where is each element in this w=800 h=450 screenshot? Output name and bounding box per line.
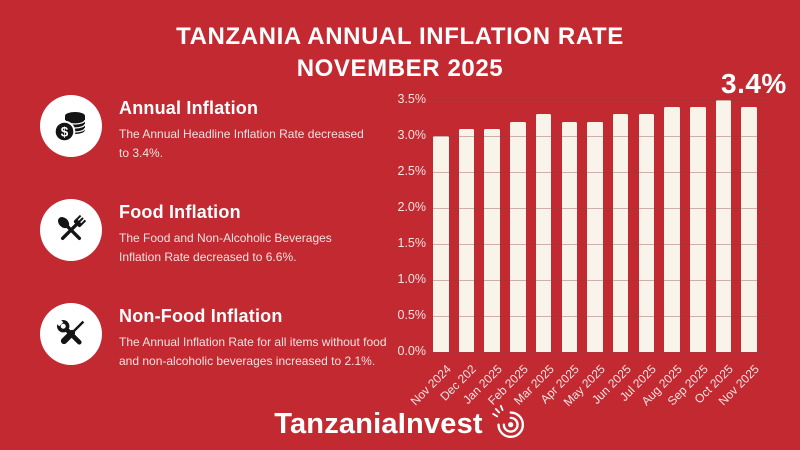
bar-jun-2025 bbox=[612, 114, 629, 352]
bar-apr-2025 bbox=[561, 121, 577, 352]
info-desc-annual-inflation: The Annual Headline Inflation Rate decre… bbox=[119, 127, 364, 160]
page-title-line2: NOVEMBER 2025 bbox=[296, 54, 504, 82]
brand-spiral-icon bbox=[490, 404, 526, 445]
footer-brand: TanzaniaInvest bbox=[0, 404, 800, 445]
y-axis-tick-label: 0.0% bbox=[397, 344, 427, 358]
info-item-food-inflation: Food Inflation The Food and Non-Alcoholi… bbox=[40, 199, 400, 266]
info-item-non-food-inflation: Non-Food Inflation The Annual Inflation … bbox=[40, 303, 400, 370]
bar-nov-2024 bbox=[433, 136, 449, 352]
gridline bbox=[433, 136, 769, 137]
svg-text:$: $ bbox=[61, 125, 69, 140]
gridline bbox=[433, 208, 769, 209]
y-axis-tick-label: 2.0% bbox=[397, 200, 427, 214]
page-title: TANZANIA ANNUAL INFLATION RATE NOVEMBER … bbox=[0, 21, 800, 85]
gridline bbox=[433, 100, 769, 101]
bar-dec-202 bbox=[458, 128, 475, 352]
info-desc-food-inflation: The Food and Non-Alcoholic Beverages Inf… bbox=[119, 231, 332, 264]
gridline bbox=[433, 172, 769, 173]
utensils-icon bbox=[40, 199, 102, 261]
bar-oct-2025 bbox=[715, 100, 732, 352]
info-title-food-inflation: Food Inflation bbox=[119, 202, 241, 222]
y-axis-tick-label: 1.0% bbox=[397, 272, 427, 286]
coins-icon: $ bbox=[40, 95, 102, 157]
gridline bbox=[433, 316, 769, 317]
gridline bbox=[433, 280, 769, 281]
bar-chart: 0.0% 0.5% 1.0% 1.5% 2.0% 2.5% 3.0% 3.5% Nov 2024… bbox=[388, 88, 800, 440]
bar-jul-2025 bbox=[638, 114, 655, 352]
bar-aug-2025 bbox=[664, 107, 680, 352]
info-item-annual-inflation: $ Annual Inflation The Annual Headline I… bbox=[40, 95, 400, 162]
info-desc-non-food-inflation: The Annual Inflation Rate for all items … bbox=[119, 335, 387, 368]
bar-feb-2025 bbox=[510, 121, 526, 352]
info-title-annual-inflation: Annual Inflation bbox=[119, 98, 259, 118]
info-title-non-food-inflation: Non-Food Inflation bbox=[119, 306, 283, 326]
y-axis-tick-label: 3.5% bbox=[397, 92, 427, 106]
bar-sep-2025 bbox=[690, 107, 706, 352]
bar-may-2025 bbox=[587, 121, 603, 352]
y-axis-tick-label: 1.5% bbox=[397, 236, 427, 250]
bar-jan-2025 bbox=[484, 128, 500, 352]
latest-value-annotation: 3.4% bbox=[721, 68, 787, 99]
bar-mar-2025 bbox=[535, 114, 552, 352]
gridline bbox=[433, 244, 769, 245]
y-axis-tick-label: 0.5% bbox=[397, 308, 427, 322]
gridline bbox=[433, 352, 769, 353]
brand-name: TanzaniaInvest bbox=[274, 408, 483, 440]
page-title-line1: TANZANIA ANNUAL INFLATION RATE bbox=[176, 23, 624, 50]
bar-nov-2025 bbox=[741, 107, 757, 352]
y-axis-tick-label: 3.0% bbox=[397, 128, 427, 142]
tools-icon bbox=[40, 303, 102, 365]
y-axis-tick-label: 2.5% bbox=[397, 164, 427, 178]
